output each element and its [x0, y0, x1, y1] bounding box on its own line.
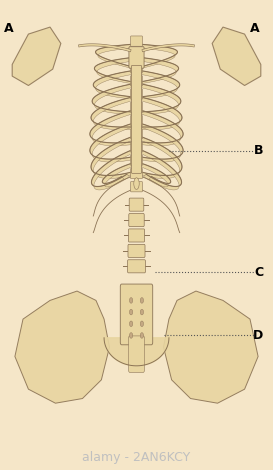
FancyBboxPatch shape [129, 336, 144, 372]
Polygon shape [94, 58, 135, 84]
Polygon shape [91, 97, 135, 130]
Polygon shape [91, 150, 131, 190]
Ellipse shape [134, 178, 139, 189]
Polygon shape [96, 44, 135, 69]
Polygon shape [12, 27, 61, 86]
Ellipse shape [140, 309, 144, 315]
Ellipse shape [140, 298, 144, 303]
Polygon shape [138, 58, 179, 84]
Polygon shape [138, 44, 177, 69]
FancyBboxPatch shape [130, 129, 143, 139]
FancyBboxPatch shape [131, 65, 142, 173]
Text: C: C [254, 266, 263, 279]
Polygon shape [138, 110, 183, 146]
Ellipse shape [129, 298, 133, 303]
Polygon shape [15, 291, 109, 403]
FancyBboxPatch shape [127, 260, 146, 273]
Polygon shape [104, 338, 169, 366]
Text: A: A [4, 23, 14, 35]
FancyBboxPatch shape [129, 213, 144, 227]
Polygon shape [212, 27, 261, 86]
Text: D: D [253, 329, 263, 342]
Polygon shape [138, 71, 180, 99]
FancyBboxPatch shape [130, 102, 143, 112]
Polygon shape [90, 110, 135, 146]
Ellipse shape [129, 321, 133, 327]
FancyBboxPatch shape [128, 229, 145, 242]
Text: B: B [254, 144, 263, 157]
FancyBboxPatch shape [128, 244, 145, 258]
Polygon shape [93, 71, 135, 99]
FancyBboxPatch shape [130, 36, 143, 46]
Polygon shape [138, 124, 183, 162]
FancyBboxPatch shape [130, 89, 143, 99]
FancyBboxPatch shape [130, 49, 143, 60]
Polygon shape [164, 291, 258, 403]
Polygon shape [138, 137, 182, 179]
Text: A: A [250, 23, 259, 35]
FancyBboxPatch shape [130, 116, 143, 125]
Polygon shape [142, 150, 182, 190]
Ellipse shape [129, 309, 133, 315]
Polygon shape [92, 84, 135, 114]
Polygon shape [138, 84, 181, 114]
FancyBboxPatch shape [130, 155, 143, 165]
Ellipse shape [140, 321, 144, 327]
FancyBboxPatch shape [130, 76, 143, 86]
FancyBboxPatch shape [130, 63, 143, 73]
Polygon shape [91, 137, 135, 179]
Polygon shape [138, 97, 182, 130]
Polygon shape [142, 164, 171, 187]
FancyBboxPatch shape [130, 181, 143, 192]
Text: alamy - 2AN6KCY: alamy - 2AN6KCY [82, 451, 191, 464]
Polygon shape [90, 124, 135, 162]
Polygon shape [102, 164, 131, 187]
FancyBboxPatch shape [129, 198, 144, 211]
Ellipse shape [140, 333, 144, 338]
FancyBboxPatch shape [130, 168, 143, 179]
FancyBboxPatch shape [129, 47, 144, 68]
FancyBboxPatch shape [130, 142, 143, 152]
Ellipse shape [129, 333, 133, 338]
FancyBboxPatch shape [120, 284, 153, 345]
